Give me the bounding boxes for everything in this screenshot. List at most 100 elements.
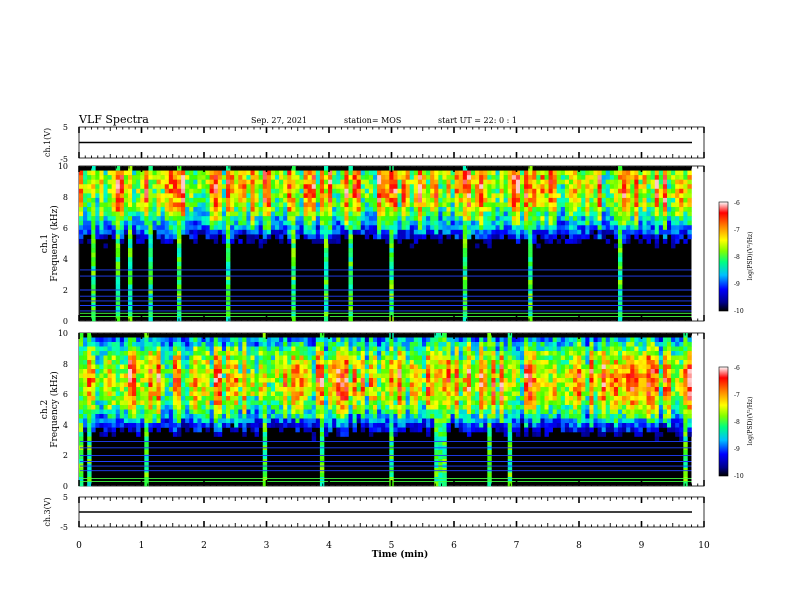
spectrogram-cell [483, 238, 488, 244]
spectrogram-cell [262, 225, 268, 231]
spectrogram-cell [344, 400, 349, 406]
spectrogram-cell [266, 387, 272, 392]
spectrogram-cell [552, 225, 558, 231]
spectrogram-cell [115, 261, 121, 267]
spectrogram-cell [560, 193, 566, 199]
spectrogram-cell [495, 360, 500, 365]
spectrogram-cell [401, 423, 406, 428]
spectrogram-cell [295, 418, 300, 424]
spectrogram-cell [446, 234, 451, 240]
spectrogram-cell [377, 369, 382, 374]
spectrogram-cell [242, 211, 247, 217]
spectrogram-cell [226, 179, 231, 185]
spectrogram-cell [413, 175, 419, 180]
spectrogram-cell [446, 216, 451, 222]
spectrogram-cell [573, 225, 578, 231]
spectrogram-cell [422, 175, 427, 180]
spectrogram-cell [385, 229, 390, 235]
spectrogram-cell [205, 364, 210, 370]
spectrogram-cell [95, 391, 100, 397]
spectrogram-cell [324, 414, 329, 419]
spectrogram-cell [136, 184, 141, 190]
spectrogram-cell [299, 207, 304, 212]
spectrogram-cell [605, 184, 611, 190]
spectrogram-cell [234, 211, 239, 217]
spectrogram-cell [646, 175, 651, 180]
spectrogram-cell [560, 225, 566, 231]
spectrogram-cell [368, 414, 374, 419]
spectrogram-cell [528, 279, 533, 285]
spectrogram-cell [507, 450, 513, 455]
spectrogram-cell [262, 405, 268, 410]
spectrogram-cell [119, 170, 125, 176]
spectrogram-cell [446, 211, 451, 217]
spectrogram-cell [438, 179, 443, 185]
spectrogram-cell [507, 211, 513, 217]
spectrogram-cell [618, 229, 623, 235]
spectrogram-cell [381, 373, 386, 379]
spectrogram-cell [605, 188, 611, 194]
spectrogram-cell [328, 188, 333, 194]
spectrogram-cell [483, 184, 488, 190]
spectrogram-cell [548, 225, 553, 231]
spectrogram-cell [381, 170, 386, 176]
spectrogram-cell [495, 175, 500, 180]
spectrogram-cell [87, 373, 92, 379]
spectrogram-cell [291, 197, 296, 203]
spectrogram-cell [458, 387, 464, 392]
spectrogram-cell [177, 405, 182, 410]
spectrogram-cell [295, 337, 300, 343]
spectrogram-cell [250, 238, 255, 244]
spectrogram-cell [83, 378, 88, 383]
spectrogram-cell [438, 184, 443, 190]
spectrogram-cell [556, 202, 562, 208]
spectrogram-cell [524, 207, 529, 212]
spectrogram-cell [213, 423, 219, 428]
spectrogram-cell [266, 175, 272, 180]
spectrogram-cell [385, 423, 390, 428]
spectrogram-cell [87, 170, 92, 176]
spectrogram-cell [507, 337, 513, 343]
spectrogram-cell [511, 378, 517, 383]
spectrogram-cell [99, 197, 104, 203]
spectrogram-cell [352, 220, 357, 226]
spectrogram-cell [556, 188, 562, 194]
spectrogram-cell [487, 450, 492, 455]
spectrogram-cell [111, 175, 117, 180]
spectrogram-cell [340, 351, 345, 356]
spectrogram-cell [275, 387, 280, 392]
spectrogram-cell [291, 396, 296, 401]
spectrogram-cell [450, 202, 455, 208]
spectrogram-cell [364, 220, 370, 226]
spectrogram-cell [128, 405, 133, 410]
spectrogram-cell [79, 355, 84, 361]
spectrogram-cell [491, 216, 496, 222]
spectrogram-cell [487, 378, 492, 383]
spectrogram-cell [569, 193, 574, 199]
spectrogram-cell [344, 202, 349, 208]
spectrogram-cell [201, 188, 206, 194]
spectrogram-cell [373, 207, 378, 212]
spectrogram-cell [279, 202, 284, 208]
spectrogram-cell [491, 355, 496, 361]
spectrogram-cell [671, 170, 676, 176]
spectrogram-cell [324, 360, 329, 365]
spectrogram-cell [479, 193, 484, 199]
spectrogram-cell [515, 418, 521, 424]
spectrogram-cell [221, 342, 227, 347]
spectrogram-cell [573, 207, 578, 212]
spectrogram-cell [654, 225, 660, 231]
spectrogram-cell [462, 266, 468, 272]
spectrogram-cell [209, 396, 215, 401]
spectrogram-cell [446, 364, 451, 370]
spectrogram-cell [593, 188, 598, 194]
spectrogram-cell [364, 193, 370, 199]
spectrogram-cell [79, 197, 84, 203]
spectrogram-cell [340, 220, 345, 226]
spectrogram-cell [430, 409, 435, 415]
spectrogram-cell [189, 175, 194, 180]
spectrogram-cell [385, 346, 390, 352]
spectrogram-cell [385, 391, 390, 397]
spectrogram-cell [242, 396, 247, 401]
spectrogram-cell [270, 225, 276, 231]
